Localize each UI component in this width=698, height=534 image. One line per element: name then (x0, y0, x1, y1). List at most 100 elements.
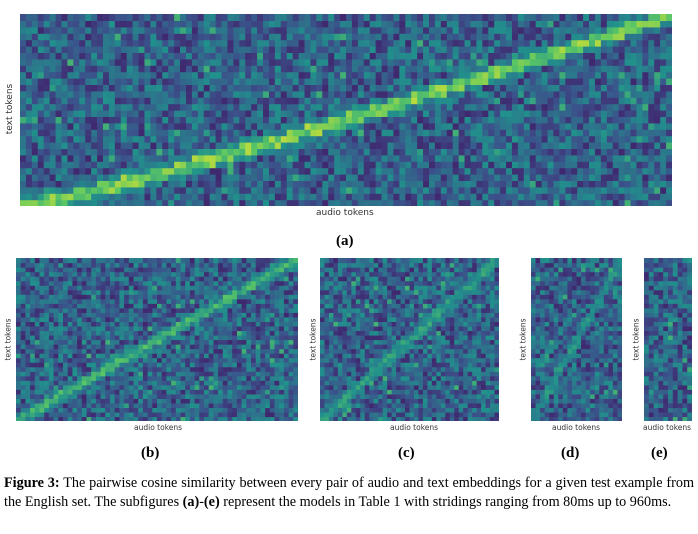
heat-cell (553, 84, 560, 92)
heat-cell (20, 321, 26, 327)
heat-cell (95, 325, 102, 332)
heat-cell (260, 389, 266, 395)
heat-cell (251, 142, 258, 149)
heat-cell (126, 180, 134, 188)
heat-cell (630, 26, 638, 34)
heat-cell (53, 353, 59, 359)
heat-cell (500, 174, 507, 181)
heat-cell (399, 199, 406, 206)
heat-cell (255, 330, 261, 336)
heat-cell (606, 129, 614, 137)
heat-cell (85, 174, 92, 181)
heat-cell (434, 90, 442, 98)
heat-cell (654, 148, 661, 156)
heat-cell (316, 14, 323, 21)
heat-cell (110, 294, 116, 300)
heat-cell (126, 161, 134, 169)
heat-cell (298, 161, 306, 169)
heat-cell (157, 393, 163, 399)
heat-cell (553, 26, 560, 34)
heat-cell (263, 186, 270, 194)
heat-cell (191, 39, 199, 47)
heat-cell (293, 307, 298, 313)
heat-cell (43, 103, 51, 111)
heat-cell (221, 14, 229, 21)
heat-cell (209, 84, 217, 92)
heat-cell (102, 142, 110, 149)
heat-cell (95, 294, 102, 300)
heat-cell (39, 366, 45, 372)
heat-cell (133, 312, 139, 318)
heat-cell (197, 135, 205, 143)
heat-cell (126, 52, 134, 60)
heat-cell (236, 316, 243, 322)
heat-cell (218, 312, 224, 318)
heat-cell (171, 307, 177, 313)
heat-cell (660, 90, 667, 98)
heat-cell (91, 78, 98, 85)
heat-cell (411, 180, 418, 188)
heat-cell (411, 58, 418, 66)
heat-cell (204, 384, 210, 390)
heat-cell (488, 58, 495, 66)
heat-cell (20, 402, 26, 409)
heat-cell (559, 186, 566, 194)
heat-cell (464, 122, 472, 130)
heat-cell (440, 26, 448, 34)
heat-cell (346, 33, 353, 41)
heat-cell (523, 129, 531, 137)
heat-cell (91, 33, 98, 41)
heat-cell (161, 389, 167, 395)
heat-cell (488, 39, 495, 47)
heat-cell (428, 58, 436, 66)
heat-cell (464, 167, 472, 175)
heat-cell (152, 316, 158, 322)
heat-cell (233, 71, 240, 79)
heat-cell (340, 46, 347, 53)
heat-cell (126, 174, 134, 181)
heat-cell (399, 97, 406, 105)
heat-cell (322, 110, 329, 117)
heat-cell (85, 199, 92, 206)
heat-cell (221, 167, 229, 175)
heat-cell (547, 161, 555, 169)
heat-cell (316, 122, 323, 130)
heat-cell (209, 33, 217, 41)
heat-cell (434, 161, 442, 169)
heat-cell (185, 193, 193, 201)
heat-cell (209, 52, 217, 60)
heat-cell (152, 371, 158, 377)
heat-cell (423, 78, 430, 85)
heat-cell (44, 334, 50, 341)
heat-cell (428, 20, 436, 28)
heat-cell (53, 307, 59, 313)
heat-cell (191, 174, 199, 181)
heat-cell (236, 393, 243, 399)
heat-cell (535, 135, 543, 143)
heat-cell (77, 353, 83, 359)
heat-cell (263, 174, 270, 181)
heat-cell (594, 14, 602, 21)
heat-cell (241, 325, 247, 332)
heat-cell (175, 375, 182, 381)
heat-cell (263, 33, 270, 41)
heat-cell (114, 142, 122, 149)
heat-cell (577, 129, 584, 137)
heat-cell (156, 52, 163, 60)
heat-cell (417, 174, 424, 181)
heat-cell (654, 52, 661, 60)
heat-cell (152, 402, 158, 409)
heat-cell (236, 366, 243, 372)
heat-cell (128, 407, 135, 413)
heat-cell (577, 193, 584, 201)
heat-cell (91, 294, 97, 300)
heat-cell (142, 398, 149, 404)
heat-cell (39, 289, 45, 295)
heat-cell (660, 26, 667, 34)
heat-cell (185, 380, 191, 386)
heat-cell (20, 46, 27, 53)
heat-cell (191, 142, 199, 149)
heat-cell (482, 97, 489, 105)
heat-cell (565, 154, 572, 162)
heat-cell (328, 116, 335, 124)
